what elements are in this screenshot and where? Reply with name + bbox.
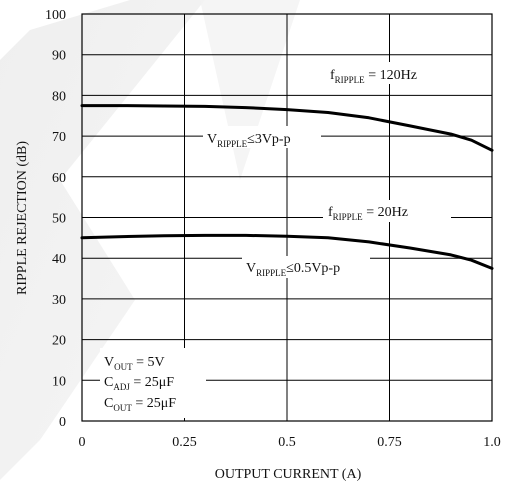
x-tick-label-3: 0.75 <box>377 435 402 450</box>
y-tick-label-6: 60 <box>52 171 66 186</box>
y-tick-label-4: 40 <box>52 252 66 267</box>
y-tick-label-9: 90 <box>52 49 66 64</box>
x-tick-label-2: 0.5 <box>278 435 296 450</box>
y-tick-label-0: 0 <box>59 415 66 430</box>
annotation-cout: COUT = 25μF <box>104 396 176 413</box>
y-axis-title: RIPPLE REJECTION (dB) <box>15 141 30 295</box>
watermark-shape <box>0 0 205 480</box>
label-bg-conditions <box>100 348 206 418</box>
annotation-vout: VOUT = 5V <box>104 355 165 372</box>
annotation-v-ripple-3vpp: VRIPPLE≤3Vp-p <box>207 132 291 149</box>
y-tick-label-3: 30 <box>52 293 66 308</box>
label-bg-v05 <box>242 256 370 278</box>
plot-frame <box>81 13 493 422</box>
annotation-f-ripple-20hz: fRIPPLE = 20Hz <box>328 205 408 222</box>
label-bg-v3 <box>203 126 321 148</box>
y-tick-labels: 0 10 20 30 40 50 60 70 80 90 100 <box>45 8 66 430</box>
x-tick-label-1: 0.25 <box>172 435 197 450</box>
label-bg-f120 <box>327 62 441 84</box>
y-tick-label-1: 10 <box>52 374 66 389</box>
label-bg-f20 <box>323 200 451 222</box>
x-tick-labels: 0 0.25 0.5 0.75 1.0 <box>79 435 501 450</box>
y-tick-label-5: 50 <box>52 212 66 227</box>
x-tick-label-0: 0 <box>79 435 86 450</box>
y-tick-label-8: 80 <box>52 89 66 104</box>
annotation-v-ripple-05vpp: VRIPPLE≤0.5Vp-p <box>246 261 340 278</box>
series-line-1 <box>80 233 494 270</box>
series-line-0 <box>80 104 494 152</box>
y-tick-label-2: 20 <box>52 334 66 349</box>
x-tick-label-4: 1.0 <box>483 435 501 450</box>
watermark-shape-2 <box>200 0 300 180</box>
annotation-cadj: CADJ = 25μF <box>104 375 174 392</box>
x-axis-title: OUTPUT CURRENT (A) <box>215 467 362 482</box>
annotation-f-ripple-120hz: fRIPPLE = 120Hz <box>330 68 417 85</box>
y-tick-label-10: 100 <box>45 8 66 23</box>
y-tick-label-7: 70 <box>52 130 66 145</box>
series-group <box>80 104 494 270</box>
